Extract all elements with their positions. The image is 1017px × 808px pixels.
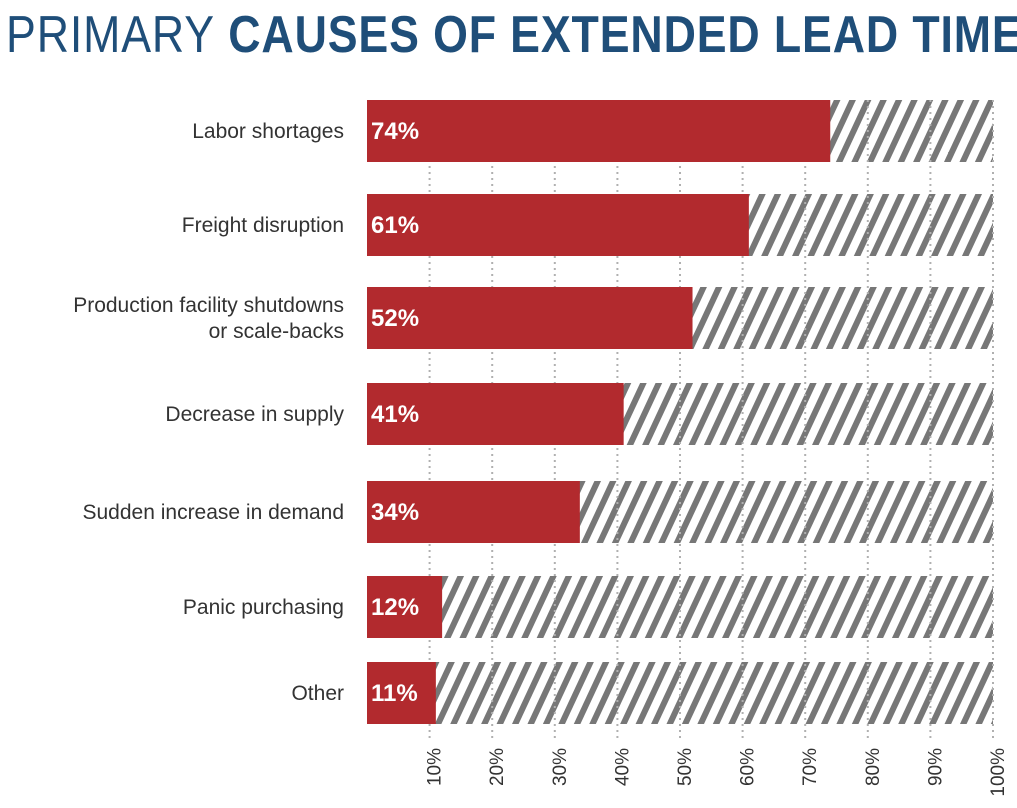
category-label-6: Other bbox=[291, 682, 344, 705]
value-label-0: 74% bbox=[371, 118, 419, 145]
x-tick-label-50: 50% bbox=[675, 748, 696, 786]
value-label-1: 61% bbox=[371, 212, 419, 239]
category-label-3: Decrease in supply bbox=[165, 403, 344, 426]
x-tick-label-10: 10% bbox=[425, 748, 446, 786]
category-label-1: Freight disruption bbox=[182, 214, 344, 237]
x-tick-label-30: 30% bbox=[550, 748, 571, 786]
value-label-2: 52% bbox=[371, 305, 419, 332]
bar-5 bbox=[367, 576, 443, 638]
category-label-2: Production facility shutdowns or scale-ba… bbox=[73, 294, 344, 343]
chart-title: PRIMARY CAUSES OF EXTENDED LEAD TIMES bbox=[6, 4, 1017, 66]
value-label-4: 34% bbox=[371, 499, 419, 526]
x-tick-label-60: 60% bbox=[738, 748, 759, 786]
value-label-6: 11% bbox=[371, 680, 418, 707]
chart-title-light: PRIMARY bbox=[6, 6, 215, 64]
value-label-3: 41% bbox=[371, 401, 419, 428]
x-tick-label-70: 70% bbox=[800, 748, 821, 786]
bar-2 bbox=[367, 287, 693, 349]
x-tick-label-90: 90% bbox=[925, 748, 946, 786]
x-tick-label-100: 100% bbox=[988, 748, 1009, 797]
x-tick-label-40: 40% bbox=[612, 748, 633, 786]
bar-6 bbox=[367, 662, 436, 724]
category-label-5: Panic purchasing bbox=[183, 596, 344, 619]
category-label-0: Labor shortages bbox=[192, 120, 344, 143]
chart-title-bold: CAUSES OF EXTENDED LEAD TIMES bbox=[228, 6, 1017, 64]
bar-0 bbox=[367, 100, 831, 162]
bar-1 bbox=[367, 194, 749, 256]
bar-4 bbox=[367, 481, 580, 543]
value-label-5: 12% bbox=[371, 594, 419, 621]
category-label-4: Sudden increase in demand bbox=[82, 501, 344, 524]
x-tick-label-80: 80% bbox=[863, 748, 884, 786]
bar-3 bbox=[367, 383, 624, 445]
x-tick-label-20: 20% bbox=[487, 748, 508, 786]
